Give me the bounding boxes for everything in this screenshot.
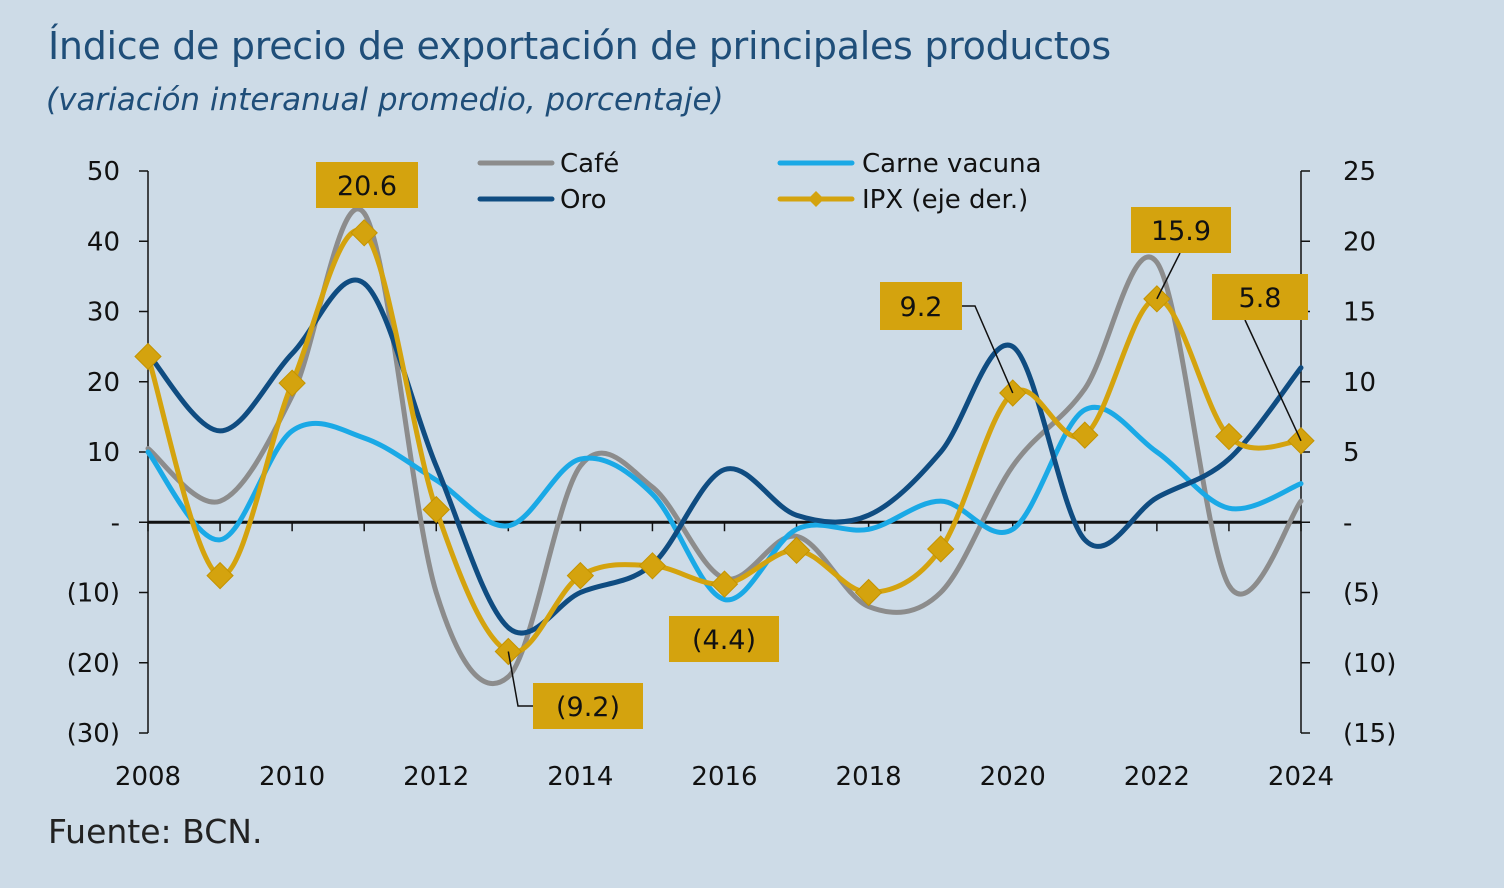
left-axis-tick-label: 10: [87, 438, 120, 468]
x-axis-tick-label: 2018: [836, 762, 902, 792]
right-axis-tick-label: 20: [1343, 227, 1376, 257]
x-axis-tick-label: 2022: [1124, 762, 1190, 792]
left-axis-tick-label: -: [111, 508, 120, 538]
right-axis-tick-label: 25: [1343, 157, 1376, 187]
ipx-point: [854, 578, 883, 607]
ipx-point: [1215, 422, 1243, 451]
ipx-point: [1071, 421, 1099, 449]
callout-box: [1131, 207, 1231, 253]
series-layer: [145, 206, 1304, 687]
x-axis-tick-label: 2014: [547, 762, 613, 792]
callout-leader: [1244, 319, 1302, 442]
data-label: 20.6: [337, 171, 397, 202]
legend-label: Café: [560, 149, 619, 179]
cafe-series-line: [145, 206, 1304, 687]
right-axis-tick-label: 15: [1343, 298, 1376, 328]
callout-leader: [507, 651, 533, 707]
callout-box: [669, 616, 779, 662]
legend-label: IPX (eje der.): [862, 185, 1028, 215]
right-axis-tick-label: (5): [1343, 579, 1380, 609]
ipx-series-line: [145, 227, 1304, 656]
legend-label: Oro: [560, 185, 607, 215]
ipx-point: [566, 561, 595, 590]
left-axis-tick-label: (30): [67, 719, 120, 749]
left-axis-tick-label: 20: [87, 368, 120, 398]
oro-series-line: [145, 277, 1304, 636]
left-axis-tick-label: (10): [67, 579, 120, 609]
data-label: 5.8: [1239, 283, 1282, 314]
ipx-point: [422, 495, 450, 524]
x-axis-tick-label: 2012: [403, 762, 469, 792]
chart-title: Índice de precio de exportación de princ…: [48, 24, 1111, 68]
x-axis-tick-label: 2024: [1268, 762, 1334, 792]
ipx-point: [638, 552, 667, 580]
x-axis-tick-label: 2020: [980, 762, 1046, 792]
legend-label: Carne vacuna: [862, 149, 1042, 179]
callout-box: [1212, 274, 1308, 320]
callout-leader: [1156, 252, 1181, 300]
right-axis-tick-label: (10): [1343, 649, 1396, 679]
right-axis-tick-label: -: [1343, 508, 1352, 538]
callout-box: [533, 683, 643, 729]
carne-series-line: [145, 404, 1304, 603]
left-axis-tick-label: 50: [87, 157, 120, 187]
ipx-point: [782, 536, 811, 565]
ipx-point: [926, 535, 955, 563]
callout-leader: [962, 305, 1014, 394]
data-label: (9.2): [556, 692, 620, 723]
x-axis-tick-label: 2010: [259, 762, 325, 792]
data-label: (4.4): [692, 625, 756, 656]
right-axis-tick-label: 5: [1343, 438, 1360, 468]
data-label: 15.9: [1151, 216, 1211, 247]
left-axis-tick-label: 30: [87, 298, 120, 328]
source-note: Fuente: BCN.: [48, 812, 263, 851]
ipx-point: [350, 219, 378, 247]
left-axis-tick-label: 40: [87, 227, 120, 257]
x-axis-tick-label: 2016: [691, 762, 757, 792]
right-axis-tick-label: (15): [1343, 719, 1396, 749]
right-axis-tick-label: 10: [1343, 368, 1376, 398]
ipx-markers: [134, 219, 1315, 666]
ipx-point: [710, 570, 739, 598]
left-axis-tick-label: (20): [67, 649, 120, 679]
ipx-point: [134, 342, 162, 371]
callouts-layer: 20.6 (9.2) (4.4) 9.2 15.9 5.8: [316, 162, 1308, 729]
callout-box: [316, 162, 418, 208]
chart-legend: Café Carne vacuna Oro IPX (eje der.): [477, 149, 1042, 215]
callout-box: [880, 282, 962, 330]
chart-subtitle: (variación interanual promedio, porcenta…: [46, 82, 724, 118]
data-label: 9.2: [900, 292, 943, 323]
ipx-point: [278, 369, 306, 397]
x-axis-tick-label: 2008: [115, 762, 181, 792]
ipx-point: [206, 561, 234, 590]
legend-marker-ipx: [808, 191, 824, 207]
